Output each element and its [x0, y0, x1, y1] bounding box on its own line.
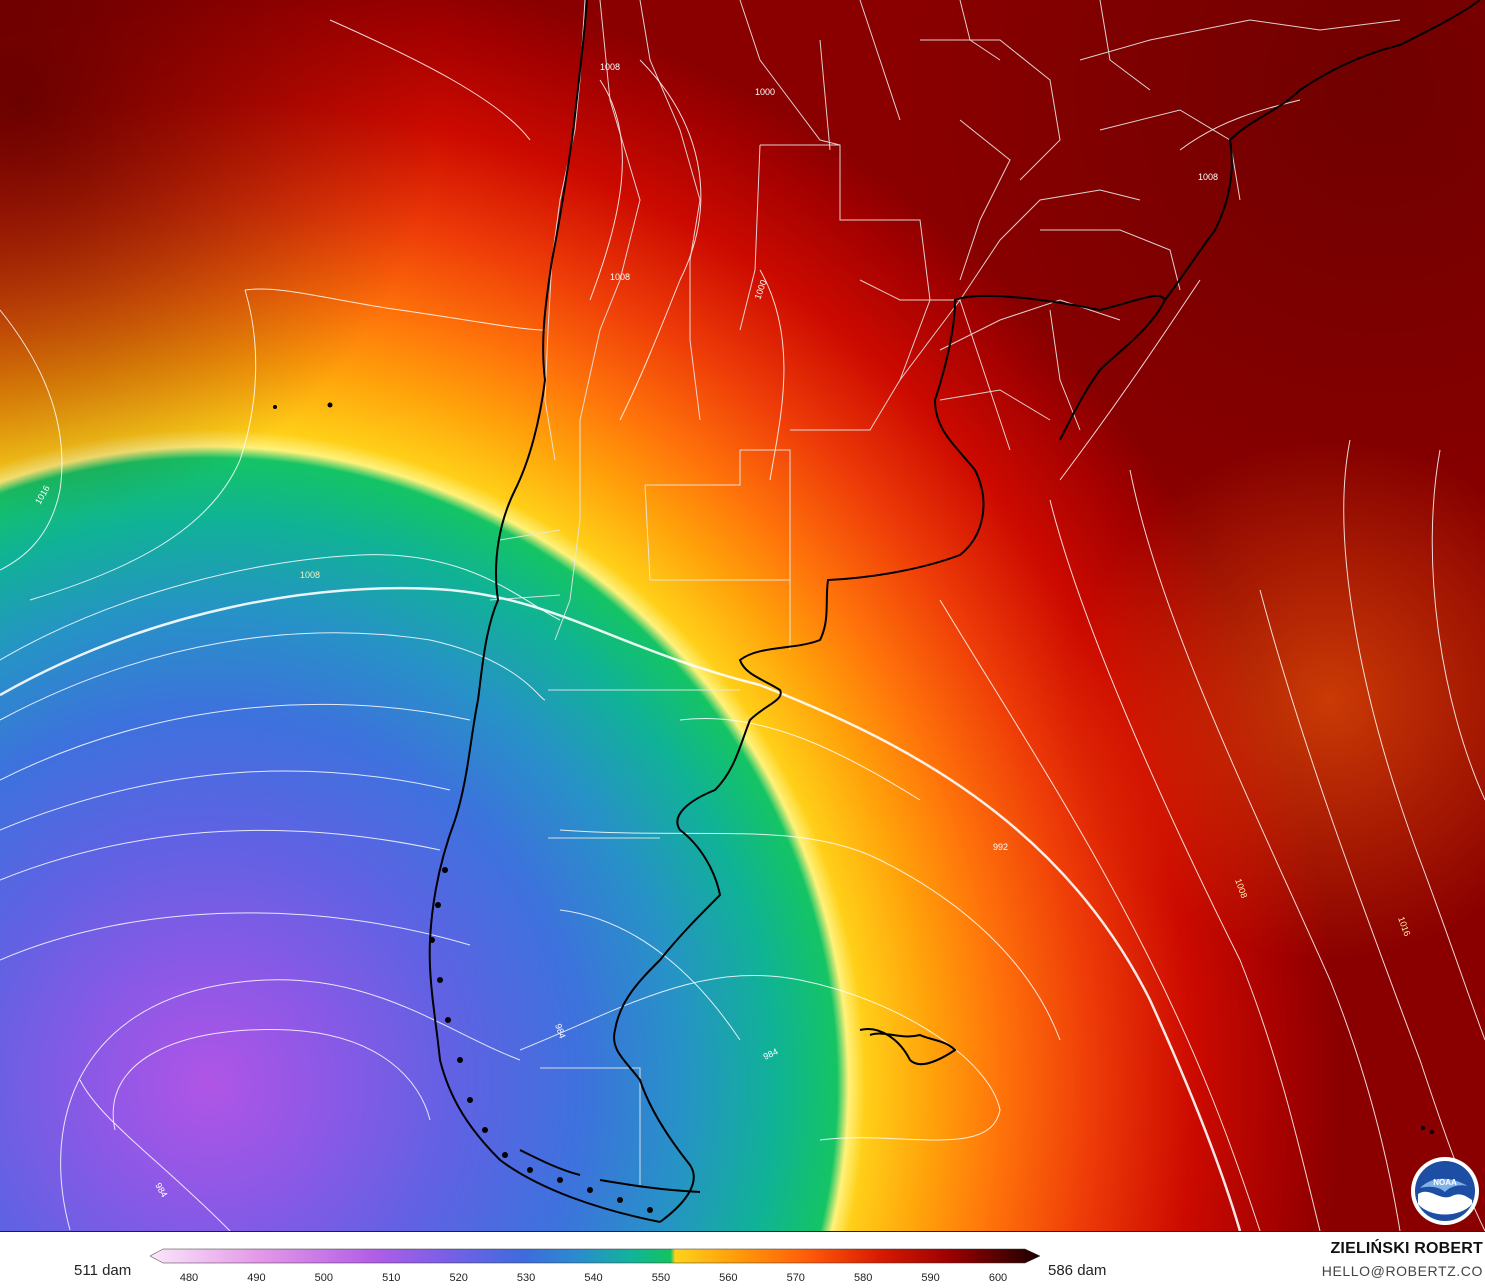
colorbar-tick-label: 600 — [988, 1272, 1008, 1284]
author-email: HELLO@ROBERTZ.CO — [1321, 1263, 1483, 1279]
colorbar-tick-label: 560 — [719, 1272, 738, 1284]
contour-label-1008-andes: 1008 — [610, 272, 630, 282]
colorbar-tick-label: 530 — [516, 1272, 536, 1284]
colorbar — [149, 1248, 1041, 1264]
contour-label-984-low: 984 — [153, 1181, 169, 1199]
colorbar-tick-label: 550 — [651, 1272, 671, 1284]
contour-label-992: 992 — [993, 842, 1008, 852]
noaa-logo-text: NOAA — [1433, 1178, 1457, 1187]
contour-label-1016-west: 1016 — [33, 484, 52, 506]
noaa-logo: NOAA — [1411, 1157, 1479, 1225]
colorbar-min-label: 511 dam — [74, 1262, 132, 1279]
political-borders — [489, 0, 1401, 1185]
contour-label-1008-nw: 1008 — [600, 62, 620, 72]
colorbar-tick-label: 570 — [786, 1272, 805, 1284]
colorbar-tick-label: 510 — [382, 1272, 401, 1284]
isobar-lines — [0, 19, 1485, 1231]
coastline — [428, 0, 1481, 1223]
chile-archipelago — [273, 402, 1434, 1213]
colorbar-tick-label: 520 — [449, 1272, 468, 1284]
colorbar-tick-label: 540 — [584, 1272, 603, 1284]
colorbar-tick-label: 490 — [247, 1272, 266, 1284]
geopotential-height-map: 1008 1000 1008 1000 1008 1016 1008 992 9… — [0, 0, 1485, 1231]
author-name: ZIELIŃSKI ROBERT — [1330, 1240, 1483, 1257]
contour-label-1008-east: 1008 — [1233, 877, 1249, 899]
contour-label-1008-jet: 1008 — [300, 570, 320, 580]
colorbar-tick-label: 500 — [314, 1272, 334, 1284]
colorbar-tick-label: 590 — [921, 1272, 940, 1284]
contour-label-1016-east: 1016 — [1396, 915, 1412, 937]
contour-label-1000-arg: 1000 — [752, 278, 768, 300]
colorbar-tick-label: 480 — [179, 1272, 199, 1284]
contour-label-984-sea: 984 — [762, 1046, 780, 1061]
contour-label-1000-andes: 1000 — [755, 87, 775, 97]
colorbar-max-label: 586 dam — [1048, 1262, 1107, 1279]
jet-boundary-line — [0, 586, 1242, 1231]
legend-footer — [0, 1231, 1485, 1288]
contour-label-984-patag: 984 — [553, 1022, 568, 1040]
contour-label-1008-brazil: 1008 — [1198, 172, 1218, 182]
colorbar-tick-label: 580 — [853, 1272, 873, 1284]
